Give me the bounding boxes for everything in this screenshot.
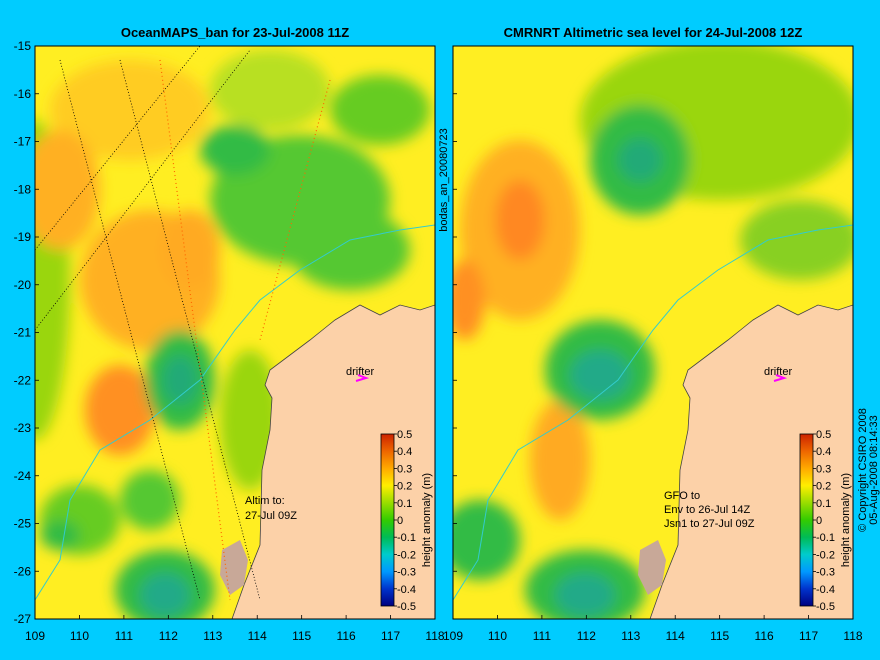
panel-title-left: OceanMAPS_ban for 23-Jul-2008 11Z xyxy=(121,25,349,40)
x-tick-label-right: 118 xyxy=(843,629,862,643)
colorbar-tick-left: 0.5 xyxy=(397,429,412,441)
y-tick-label-left: -16 xyxy=(14,87,32,101)
colorbar-tick-right: -0.3 xyxy=(816,567,835,579)
colorbar-tick-left: -0.5 xyxy=(397,601,416,613)
y-tick-label-left: -15 xyxy=(14,39,32,53)
y-tick-label-left: -20 xyxy=(14,278,32,292)
colorbar-tick-left: 0 xyxy=(397,515,403,527)
y-tick-label-left: -19 xyxy=(14,230,32,244)
x-tick-label-right: 115 xyxy=(710,629,729,643)
x-tick-label-left: 115 xyxy=(292,629,311,643)
colorbar-tick-right: -0.2 xyxy=(816,549,835,561)
colorbar-label-right: height anomaly (m) xyxy=(840,473,852,567)
colorbar-tick-right: -0.5 xyxy=(816,601,835,613)
colorbar-tick-left: -0.2 xyxy=(397,549,416,561)
y-tick-label-left: -25 xyxy=(14,517,32,531)
note-right-line2: Env to 26-Jul 14Z xyxy=(664,504,750,516)
colorbar-tick-left: 0.2 xyxy=(397,481,412,493)
x-tick-label-right: 109 xyxy=(443,629,463,643)
colorbar-tick-right: 0.3 xyxy=(816,463,831,475)
x-tick-label-left: 114 xyxy=(248,629,267,643)
note-left-line2: 27-Jul 09Z xyxy=(245,510,297,522)
colorbar-label-left: height anomaly (m) xyxy=(421,473,433,567)
anomaly-field-left xyxy=(35,50,430,619)
axis-ticks: 109 110 111 112 113 114 115 116 117 118 -15 -16 -17 -… xyxy=(14,39,863,643)
colorbar-tick-left: -0.3 xyxy=(397,567,416,579)
y-tick-label-left: -22 xyxy=(14,373,32,387)
x-tick-label-left: 110 xyxy=(70,629,89,643)
x-tick-label-left: 116 xyxy=(337,629,356,643)
x-tick-label-left: 111 xyxy=(115,629,134,643)
anomaly-field-right xyxy=(453,46,853,619)
colorbar-tick-left: 0.4 xyxy=(397,446,412,458)
x-tick-label-right: 113 xyxy=(621,629,640,643)
colorbar-tick-right: 0.2 xyxy=(816,481,831,493)
track-red-left xyxy=(159,59,331,601)
colorbar-tick-right: 0.5 xyxy=(816,429,831,441)
estuary-right xyxy=(638,540,666,595)
map-right xyxy=(453,46,853,619)
x-tick-label-right: 117 xyxy=(799,629,818,643)
drifter-marker-right xyxy=(773,374,788,382)
colorbar-tick-right: 0 xyxy=(816,515,822,527)
y-tick-label-left: -17 xyxy=(14,135,32,149)
drifter-label-left: drifter xyxy=(346,366,374,378)
estuary-left xyxy=(220,540,248,595)
isobath-left xyxy=(35,224,435,601)
x-tick-label-left: 109 xyxy=(25,629,45,643)
note-right-line3: Jsn1 to 27-Jul 09Z xyxy=(664,518,755,530)
y-tick-label-left: -24 xyxy=(14,469,32,483)
x-tick-label-left: 118 xyxy=(425,629,444,643)
panel-title-right: CMRNRT Altimetric sea level for 24-Jul-2… xyxy=(504,25,803,40)
map-left xyxy=(35,46,435,619)
y-tick-label-left: -23 xyxy=(14,421,32,435)
x-tick-label-right: 110 xyxy=(488,629,507,643)
y-tick-label-left: -27 xyxy=(14,612,32,626)
note-right-line1: GFO to xyxy=(664,490,700,502)
colorbar-tick-left: 0.3 xyxy=(397,463,412,475)
colorbar-tick-right: -0.1 xyxy=(816,532,835,544)
x-tick-label-right: 112 xyxy=(577,629,596,643)
timestamp: 05-Aug-2008 08:14:33 xyxy=(868,415,880,524)
x-tick-label-right: 111 xyxy=(533,629,552,643)
x-tick-label-right: 114 xyxy=(666,629,685,643)
colorbar-tick-left: -0.1 xyxy=(397,532,416,544)
y-tick-label-left: -26 xyxy=(14,564,32,578)
colorbar-tick-left: 0.1 xyxy=(397,498,412,510)
y-tick-label-left: -18 xyxy=(14,182,32,196)
drifter-label-right: drifter xyxy=(764,366,792,378)
y-tick-label-left: -21 xyxy=(14,326,32,340)
isobath-right xyxy=(453,224,853,601)
x-tick-label-left: 112 xyxy=(159,629,178,643)
x-tick-label-right: 116 xyxy=(755,629,774,643)
colorbar-tick-left: -0.4 xyxy=(397,584,416,596)
colorbar-tick-right: 0.4 xyxy=(816,446,831,458)
x-tick-label-left: 113 xyxy=(203,629,222,643)
drifter-marker-left xyxy=(355,374,370,382)
x-tick-label-left: 117 xyxy=(381,629,400,643)
colorbar-left xyxy=(380,433,395,607)
colorbar-tick-right: 0.1 xyxy=(816,498,831,510)
colorbar-tick-right: -0.4 xyxy=(816,584,835,596)
note-left-line1: Altim to: xyxy=(245,495,285,507)
copyright: © Copyright CSIRO 2008 xyxy=(857,408,869,532)
colorbar-right xyxy=(799,433,814,607)
run-label: bodas_an_20080723 xyxy=(438,128,450,231)
